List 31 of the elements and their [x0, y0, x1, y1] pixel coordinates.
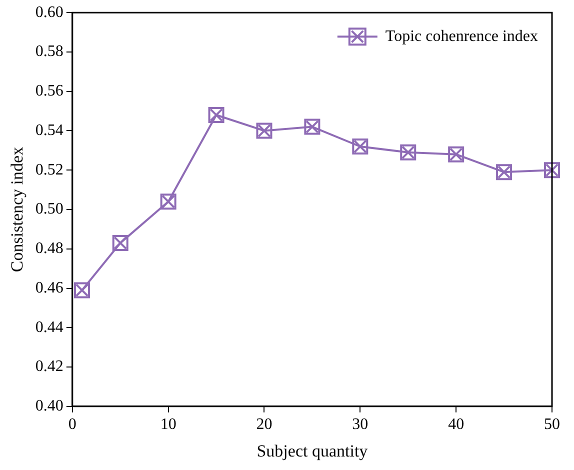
point	[496, 164, 512, 180]
x-tick-label: 50	[544, 416, 560, 434]
y-tick-label: 0.56	[35, 82, 64, 100]
y-tick-label: 0.50	[35, 200, 64, 218]
x-tick-label: 20	[256, 416, 272, 434]
y-tick-label: 0.42	[35, 358, 64, 376]
point	[74, 282, 90, 298]
x-axis-title: Subject quantity	[256, 441, 368, 460]
x-tick-label: 30	[352, 416, 368, 434]
point	[544, 162, 560, 178]
y-tick-label: 0.48	[35, 240, 64, 258]
point	[400, 144, 416, 160]
y-tick-label: 0.58	[35, 43, 64, 60]
y-tick-label: 0.46	[35, 279, 64, 296]
point	[112, 234, 128, 251]
y-tick-label: 0.40	[35, 398, 64, 415]
y-tick-label: 0.52	[35, 161, 64, 178]
x-tick-label: 0	[68, 416, 76, 434]
legend-label: Topic cohenrence index	[385, 28, 538, 45]
x-tick-label: 10	[160, 416, 176, 434]
y-tick-label: 0.60	[35, 4, 64, 21]
y-tick-label: 0.44	[35, 318, 64, 336]
point	[304, 118, 320, 135]
point	[160, 194, 176, 210]
point	[352, 138, 368, 154]
y-tick-label: 0.54	[35, 122, 64, 139]
x-tick-label: 40	[448, 416, 464, 434]
y-axis-title: Consistency index	[8, 146, 27, 272]
point	[208, 106, 224, 123]
point	[256, 122, 272, 139]
point	[448, 146, 464, 162]
